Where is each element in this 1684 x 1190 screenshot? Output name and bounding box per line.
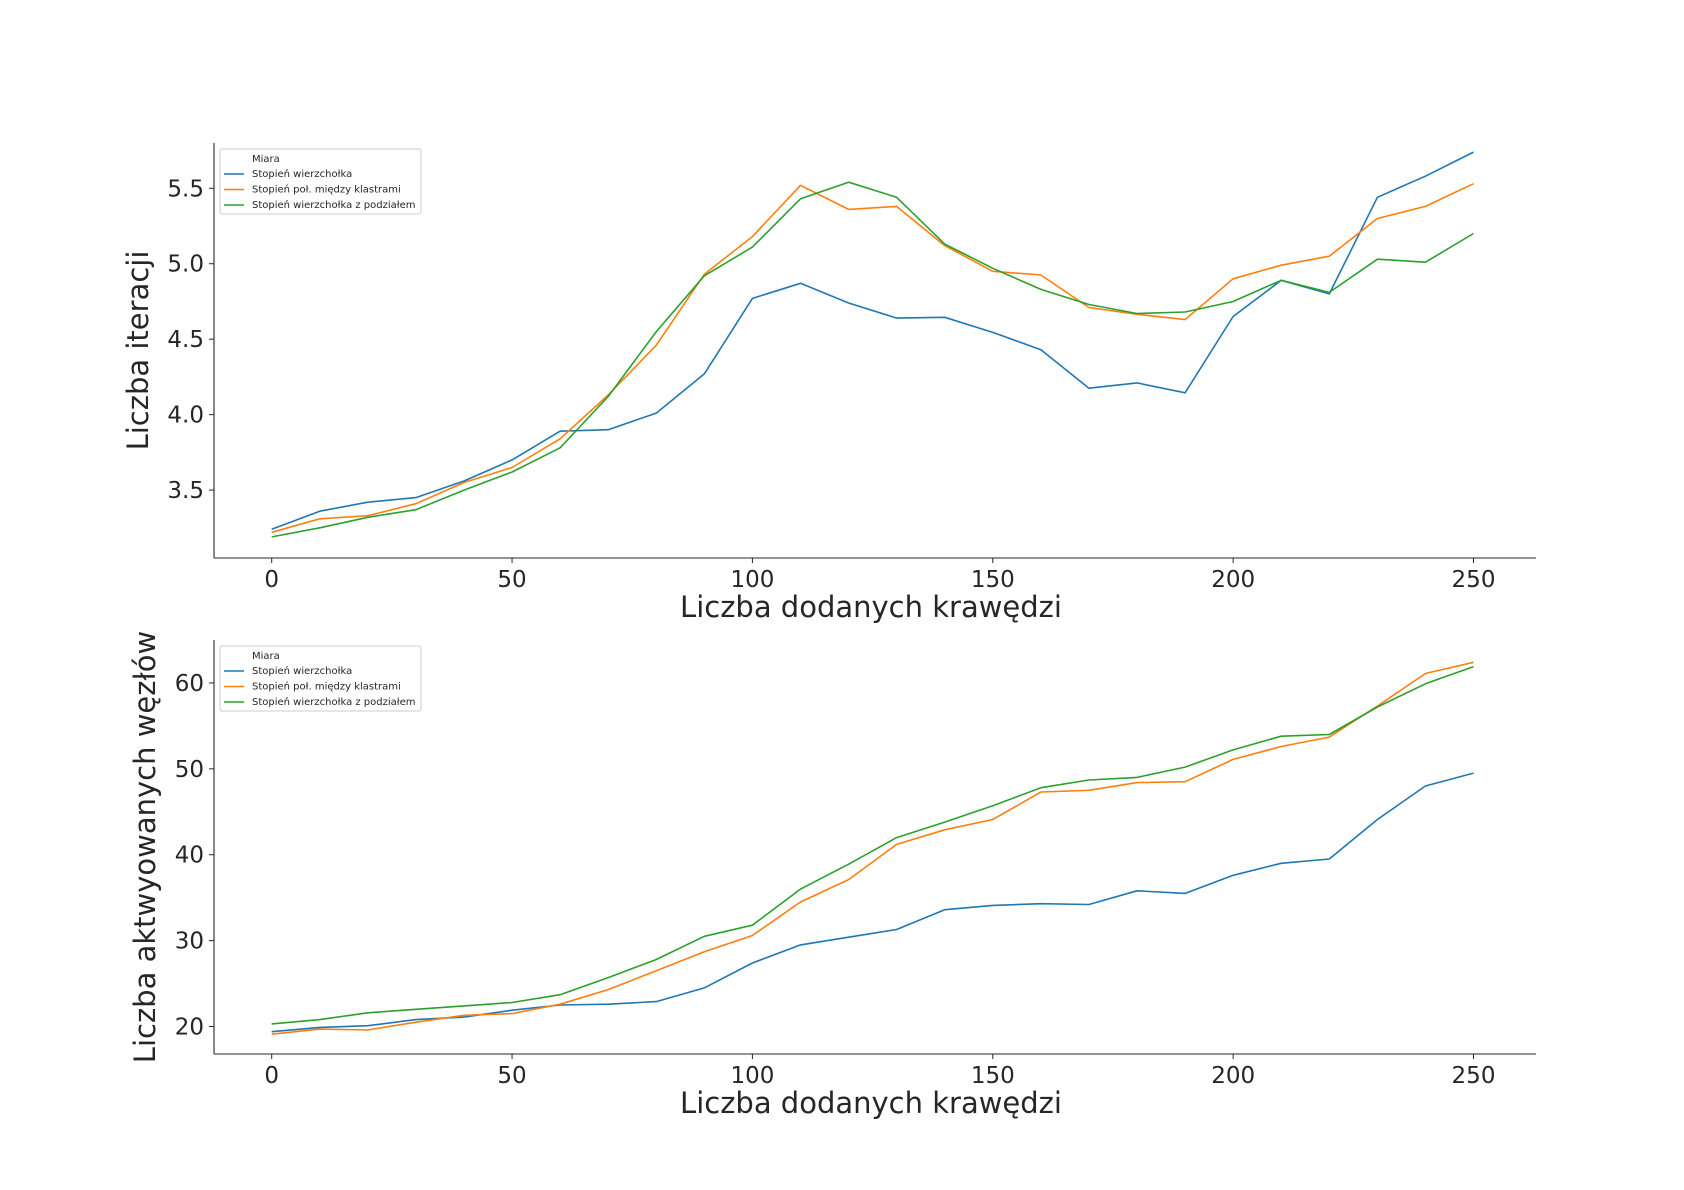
x-tick-label: 200: [1211, 567, 1255, 593]
chart-iterations: 0 50 100 150 200 250 3.5 4.0 4.5 5.0 5.5 Liczba dod…: [121, 143, 1536, 624]
legend: Miara Stopień wierzchołka Stopień poł. mię…: [219, 148, 422, 215]
legend-entry-2: Stopień poł. między klastrami: [252, 184, 401, 196]
y-tick-label: 30: [175, 929, 204, 955]
y-axis-label: Liczba aktwyowanych węzłów: [128, 631, 162, 1063]
x-axis-label: Liczba dodanych krawędzi: [680, 590, 1062, 624]
legend-entry-2: Stopień poł. między klastrami: [252, 681, 401, 693]
y-tick-label: 50: [175, 757, 204, 783]
legend-box: [219, 148, 422, 215]
x-tick-label: 100: [730, 1063, 774, 1089]
y-tick-label: 60: [175, 671, 204, 697]
x-tick-label: 150: [971, 1063, 1015, 1089]
legend-entry-1: Stopień wierzchołka: [252, 665, 352, 677]
y-tick-label: 5.0: [167, 252, 204, 278]
y-tick-label: 40: [175, 843, 204, 869]
series-line-1: [271, 151, 1474, 531]
legend-entry-1: Stopień wierzchołka: [252, 168, 352, 180]
x-axis-label: Liczba dodanych krawędzi: [680, 1086, 1062, 1120]
series-line-3: [271, 665, 1474, 1025]
series-line-2: [271, 661, 1474, 1035]
y-tick-label: 4.5: [167, 327, 204, 353]
legend-entry-3: Stopień wierzchołka z podziałem: [252, 696, 416, 708]
x-tick-label: 0: [264, 1063, 279, 1089]
series-line-1: [271, 772, 1474, 1033]
x-tick-label: 250: [1452, 1063, 1496, 1089]
series-line-2: [271, 182, 1474, 534]
series-line-3: [271, 181, 1474, 538]
legend-title: Miara: [252, 154, 280, 165]
y-tick-label: 5.5: [167, 176, 204, 202]
y-tick-label: 4.0: [167, 403, 204, 429]
legend-title: Miara: [252, 651, 280, 662]
x-tick-label: 0: [264, 567, 279, 593]
x-tick-label: 100: [730, 567, 774, 593]
y-tick-label: 20: [175, 1015, 204, 1041]
chart-activated-nodes: 0 50 100 150 200 250 20 30 40 50 60 Liczba dodanych…: [128, 631, 1536, 1120]
legend: Miara Stopień wierzchołka Stopień poł. mię…: [219, 645, 422, 712]
x-tick-label: 50: [497, 567, 526, 593]
legend-box: [219, 645, 422, 712]
legend-entry-3: Stopień wierzchołka z podziałem: [252, 199, 416, 211]
x-tick-label: 250: [1452, 567, 1496, 593]
y-tick-label: 3.5: [167, 478, 204, 504]
y-axis-label: Liczba iteracji: [121, 251, 155, 451]
x-tick-label: 200: [1211, 1063, 1255, 1089]
x-tick-label: 150: [971, 567, 1015, 593]
x-tick-label: 50: [497, 1063, 526, 1089]
